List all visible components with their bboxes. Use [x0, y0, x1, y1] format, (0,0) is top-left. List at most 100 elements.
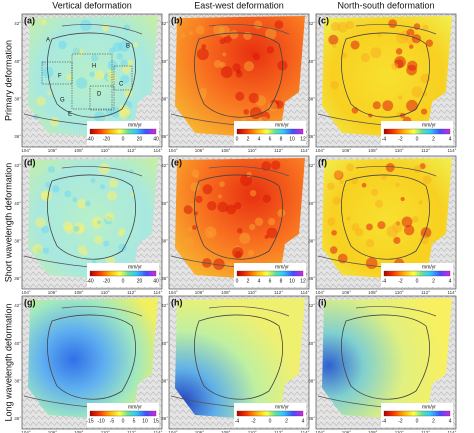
- field-spot: [365, 257, 378, 270]
- lat-tick: 40°: [161, 201, 168, 206]
- field-spot: [346, 216, 351, 221]
- field-spot: [247, 249, 255, 256]
- field-spot: [413, 165, 422, 174]
- field-spot: [337, 22, 348, 33]
- lon-tick: 114°: [154, 430, 163, 433]
- fault-line: [355, 24, 437, 35]
- field-spot: [339, 179, 344, 184]
- field-spot: [213, 24, 225, 36]
- map-panel: (d) 104° 106° 108° 110° 112° 114° 42° 40° 38° 36° m…: [14, 155, 163, 295]
- deformation-field: [322, 158, 452, 281]
- colorbar-tick: 0: [122, 418, 125, 424]
- lat-tick: 40°: [161, 59, 168, 64]
- colorbar-tick: 5: [133, 418, 136, 424]
- field-spot: [261, 161, 272, 171]
- panel-frame: [21, 13, 163, 148]
- colorbar-tick: -20: [103, 278, 110, 284]
- block-outline: [47, 174, 137, 260]
- field-spot: [126, 59, 133, 66]
- lon-tick: 112°: [421, 148, 430, 153]
- field-spot: [213, 258, 225, 270]
- field-spot: [265, 28, 277, 40]
- field-spot: [40, 19, 47, 26]
- lat-tick: 42°: [14, 21, 21, 26]
- lon-tick: 112°: [421, 430, 430, 433]
- field-spot: [360, 52, 370, 63]
- field-spot: [330, 80, 339, 90]
- field-spot: [122, 64, 132, 74]
- fault-line: [61, 306, 143, 317]
- field-spot: [119, 228, 126, 235]
- field-spot: [120, 59, 128, 67]
- lat-tick: 40°: [14, 201, 21, 206]
- field-spot: [219, 181, 225, 188]
- lat-tick: 40°: [308, 341, 315, 346]
- panel-label: (c): [318, 15, 329, 25]
- field-spot: [254, 217, 264, 226]
- region-box: [113, 65, 133, 91]
- field-spot: [328, 34, 339, 45]
- field-spot: [351, 177, 358, 185]
- column-title: Vertical deformation: [52, 0, 132, 10]
- field-spot: [229, 30, 239, 39]
- field-spot: [249, 223, 256, 231]
- colorbar-tick: 20: [137, 136, 143, 142]
- lon-tick: 114°: [301, 430, 310, 433]
- lon-tick: 106°: [342, 148, 352, 153]
- field-spot: [108, 178, 119, 188]
- block-outline: [341, 314, 431, 400]
- colorbar-tick: 4: [449, 418, 452, 424]
- colorbar: [89, 410, 157, 417]
- lat-tick: 42°: [161, 303, 168, 308]
- region-label: H: [92, 64, 96, 70]
- colorbar-unit: mm/yr: [422, 122, 436, 128]
- lon-tick: 108°: [221, 148, 231, 153]
- colorbar-tick: -2: [251, 418, 256, 424]
- colorbar-tick: -4: [382, 136, 387, 142]
- lon-tick: 106°: [195, 148, 205, 153]
- lat-tick: 38°: [161, 379, 168, 384]
- field-spot: [243, 109, 250, 115]
- lon-tick: 108°: [368, 148, 378, 153]
- lat-tick: 38°: [14, 379, 21, 384]
- field-spot: [101, 23, 110, 32]
- field-spot: [329, 246, 338, 254]
- colorbar-tick: 6: [269, 278, 272, 284]
- colorbar-tick: -4: [235, 418, 240, 424]
- region-label: D: [97, 92, 102, 98]
- field-spot: [217, 194, 223, 199]
- colorbar-tick: 0: [416, 136, 419, 142]
- lat-tick: 38°: [161, 239, 168, 244]
- field-spot: [385, 163, 395, 173]
- field-spot: [237, 227, 243, 234]
- lon-tick: 110°: [395, 290, 404, 295]
- field-spot: [104, 212, 115, 222]
- lat-tick: 36°: [14, 416, 21, 421]
- field-spot: [327, 217, 336, 226]
- lon-tick: 106°: [48, 290, 58, 295]
- colorbar-tick: 0: [269, 418, 272, 424]
- field-spot: [341, 52, 348, 59]
- row-title: Short wavelength deformation: [3, 163, 13, 283]
- lat-tick: 38°: [161, 97, 168, 102]
- colorbar-unit: mm/yr: [275, 122, 289, 128]
- colorbar-tick: 12: [300, 278, 306, 284]
- field-spot: [36, 96, 47, 107]
- field-spot: [183, 236, 194, 247]
- field-spot: [370, 47, 382, 59]
- field-spot: [401, 216, 413, 228]
- panel-frame: [21, 295, 163, 430]
- region-label: A: [46, 38, 50, 44]
- lon-tick: 104°: [21, 290, 31, 295]
- field-spot: [219, 38, 226, 45]
- block-outline: [341, 174, 431, 260]
- lon-tick: 114°: [301, 148, 310, 153]
- field-spot: [106, 73, 117, 83]
- panel-label: (b): [171, 15, 183, 25]
- field-spot: [105, 256, 115, 266]
- lat-tick: 40°: [14, 59, 21, 64]
- field-spot: [213, 59, 222, 68]
- field-spot: [239, 232, 251, 244]
- field-spot: [375, 199, 384, 208]
- deformation-field: [175, 298, 305, 421]
